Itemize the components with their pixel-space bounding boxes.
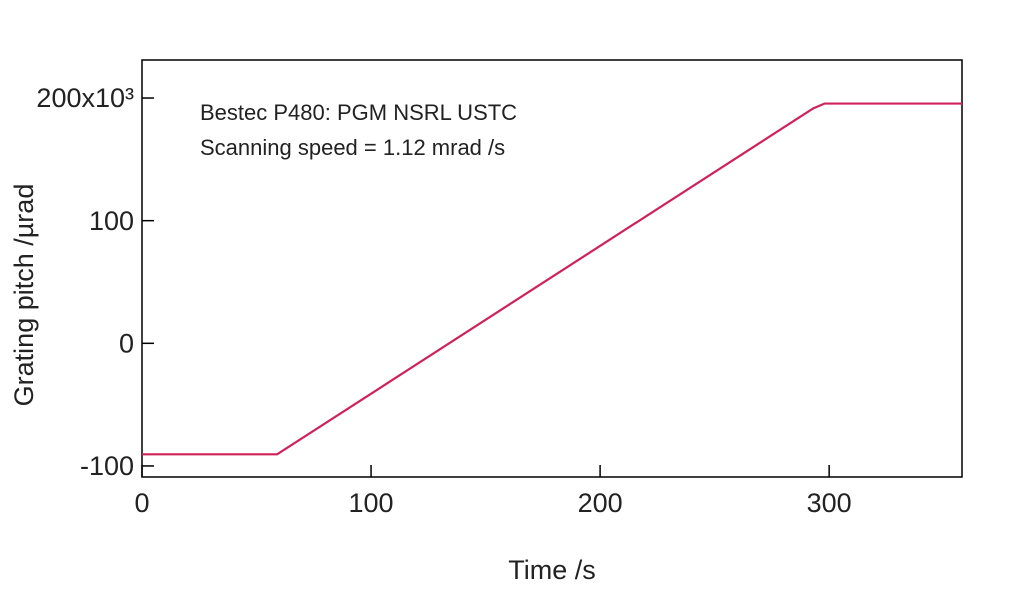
y-tick-label: -100 xyxy=(80,451,134,481)
x-tick-label: 100 xyxy=(349,488,394,518)
x-tick-label: 0 xyxy=(134,488,149,518)
plot-frame xyxy=(141,59,963,478)
x-tick-label: 200 xyxy=(578,488,623,518)
y-tick-label: 200x10³ xyxy=(36,83,134,113)
y-tick-label: 0 xyxy=(119,328,134,358)
data-line xyxy=(142,102,962,456)
y-axis-label: Grating pitch /µrad xyxy=(9,184,39,407)
y-tick-label: 100 xyxy=(89,206,134,236)
x-tick-label: 300 xyxy=(807,488,852,518)
annotation: Bestec P480: PGM NSRL USTC xyxy=(200,100,517,125)
annotation: Scanning speed = 1.12 mrad /s xyxy=(200,135,505,160)
x-axis-label: Time /s xyxy=(508,555,596,585)
